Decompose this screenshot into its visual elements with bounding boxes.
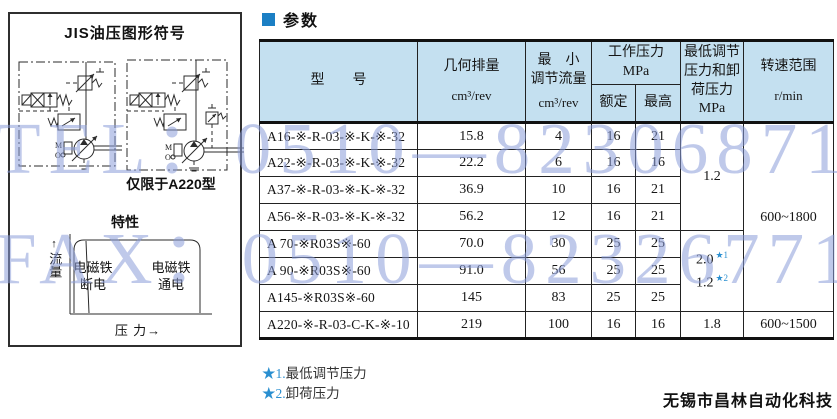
col-header-model: 型 号: [259, 40, 418, 123]
section-bullet-icon: [262, 12, 275, 26]
cell-rated: 16: [591, 311, 636, 339]
table-row: A145-※R03S※-60 145 83 25 25: [259, 284, 834, 312]
chart-y-axis-label: ↑ 流量: [47, 238, 63, 278]
table-row: A16-※-R-03-※-K-※-32 15.8 4 16 21 1.2 600…: [259, 122, 834, 312]
cell-model: A56-※-R-03-※-K-※-32: [259, 203, 418, 231]
cell-min-flow: 4: [525, 122, 592, 150]
cell-max: 21: [635, 122, 681, 150]
cell-rated: 16: [591, 149, 636, 177]
cell-displacement: 145: [417, 284, 526, 312]
cell-max: 25: [635, 284, 681, 312]
cell-min-flow: 56: [525, 257, 592, 285]
parameters-table: 型 号 几何排量 cm³/rev 最 小 调节流量 cm³/rev 工作压力 M…: [259, 39, 834, 340]
col-header-max: 最高: [635, 84, 681, 123]
cell-model: A220-※-R-03-C-K-※-10: [259, 311, 418, 339]
hydraulic-circuit-a220-icon: M O: [126, 59, 244, 172]
cell-rated: 16: [591, 203, 636, 231]
cell-model: A 90-※R03S※-60: [259, 257, 418, 285]
cell-model: A22-※-R-03-※-K-※-32: [259, 149, 418, 177]
cell-displacement: 70.0: [417, 230, 526, 258]
a220-only-note: 仅限于A220型: [126, 176, 216, 192]
panel-title: JIS油压图形符号: [64, 25, 186, 42]
table-row: A22-※-R-03-※-K-※-32 22.2 6 16 16: [259, 149, 834, 177]
col-header-displacement: 几何排量 cm³/rev: [417, 40, 526, 123]
diagram-label-m: M: [55, 141, 62, 150]
section-heading: 参数: [262, 7, 319, 31]
table-row: A37-※-R-03-※-K-※-32 36.9 10 16 21: [259, 176, 834, 204]
cell-max: 21: [635, 203, 681, 231]
cell-min-flow: 83: [525, 284, 592, 312]
cell-displacement: 56.2: [417, 203, 526, 231]
cell-min-pressure-merged: 2.0 ★1 1.2 ★2: [680, 230, 744, 312]
cell-min-flow: 12: [525, 203, 592, 231]
col-header-working-pressure: 工作压力 MPa: [591, 40, 681, 85]
cell-min-flow: 6: [525, 149, 592, 177]
cell-displacement: 22.2: [417, 149, 526, 177]
flow-pressure-curve-chart: [69, 234, 212, 315]
cell-max: 16: [635, 149, 681, 177]
cell-displacement: 15.8: [417, 122, 526, 150]
curve-label-deenergized: 电磁铁断电: [73, 260, 113, 292]
cell-speed: 600~1500: [743, 311, 834, 339]
cell-displacement: 91.0: [417, 257, 526, 285]
company-name: 无锡市昌林自动化科技: [662, 393, 833, 410]
cell-max: 25: [635, 257, 681, 285]
col-header-min-adjust-pressure: 最低调节 压力和卸 荷压力 MPa: [680, 40, 744, 123]
footnote-ref-1: ★1: [715, 249, 729, 260]
cell-rated: 16: [591, 176, 636, 204]
star-icon: ★1.: [262, 366, 286, 381]
cell-max: 16: [635, 311, 681, 339]
cell-displacement: 36.9: [417, 176, 526, 204]
col-header-rated: 额定: [591, 84, 636, 123]
cell-rated: 25: [591, 257, 636, 285]
cell-speed-merged: 600~1800: [743, 122, 834, 312]
footnote-ref-2: ★2: [715, 273, 729, 283]
footnotes: ★1.最低调节压力 ★2.卸荷压力: [262, 364, 367, 404]
table-row: A220-※-R-03-C-K-※-10 219 100 16 16 1.8 6…: [259, 311, 834, 339]
cell-displacement: 219: [417, 311, 526, 339]
symbol-panel: JIS油压图形符号 M O: [8, 12, 244, 347]
cell-min-pressure: 1.8: [680, 311, 744, 339]
cell-max: 25: [635, 230, 681, 258]
up-arrow-icon: ↑: [51, 238, 57, 250]
cell-min-flow: 100: [525, 311, 592, 339]
chart-x-axis-label: 压 力→: [114, 323, 162, 338]
cell-model: A145-※R03S※-60: [259, 284, 418, 312]
table-row: A 70-※R03S※-60 70.0 30 25 25 2.0 ★1 1.2 ★2: [259, 230, 834, 312]
characteristics-title: 特性: [111, 214, 139, 230]
cell-rated: 16: [591, 122, 636, 150]
cell-min-pressure-merged: 1.2: [680, 122, 744, 231]
cell-rated: 25: [591, 284, 636, 312]
curve-label-energized: 电磁铁通电: [151, 260, 191, 292]
cell-min-flow: 10: [525, 176, 592, 204]
cell-max: 21: [635, 176, 681, 204]
cell-model: A16-※-R-03-※-K-※-32: [259, 122, 418, 150]
cell-rated: 25: [591, 230, 636, 258]
cell-min-flow: 30: [525, 230, 592, 258]
parameters-table-wrapper: 型 号 几何排量 cm³/rev 最 小 调节流量 cm³/rev 工作压力 M…: [259, 39, 834, 340]
col-header-min-flow: 最 小 调节流量 cm³/rev: [525, 40, 592, 123]
diagram-label-m: M: [165, 143, 172, 152]
cell-model: A 70-※R03S※-60: [259, 230, 418, 258]
hydraulic-circuit-standard-icon: M O: [18, 61, 122, 170]
diagram-label-o: O: [55, 151, 61, 160]
diagram-label-o: O: [165, 153, 171, 162]
cell-model: A37-※-R-03-※-K-※-32: [259, 176, 418, 204]
footnote-2: ★2.卸荷压力: [262, 386, 340, 401]
col-header-speed-range: 转速范围 r/min: [743, 40, 834, 123]
footnote-1: ★1.最低调节压力: [262, 366, 367, 381]
star-icon: ★2.: [262, 386, 286, 401]
section-title: 参数: [283, 13, 320, 30]
